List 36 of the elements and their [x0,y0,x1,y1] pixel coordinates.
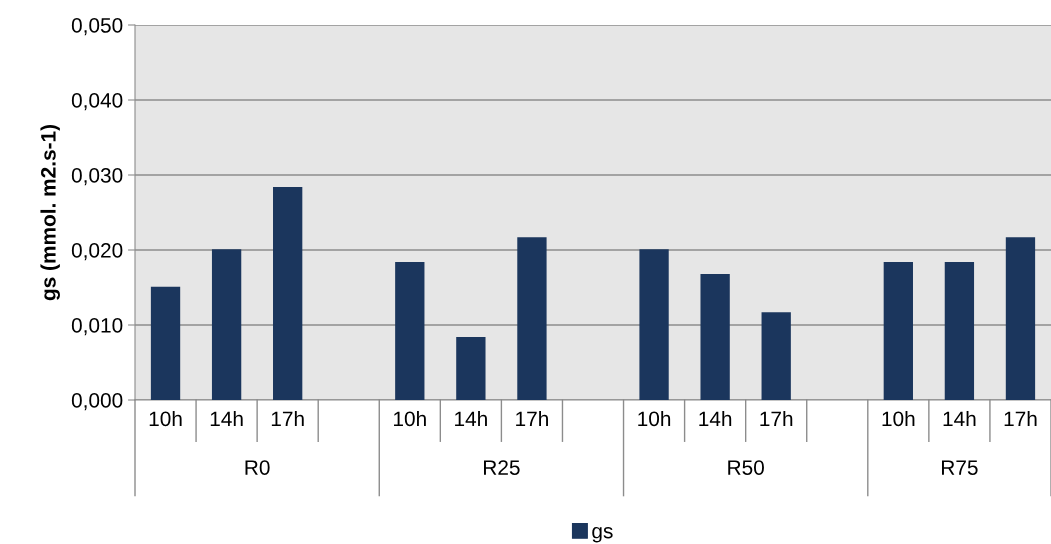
text: R75 [942,460,978,475]
legend-label: gs [592,527,613,543]
bar [639,249,669,400]
bar [1005,237,1036,400]
bar [700,274,730,400]
y-tick-label: 0,000 [71,393,123,411]
y-tick-label: 0,010 [71,318,123,336]
x-tick-label: 14h [943,410,976,427]
x-tick-label: 14h [210,410,243,427]
bar [517,237,547,400]
x-tick-label: 17h [516,410,548,427]
text: R50 [728,460,764,475]
bar [211,249,242,400]
x-tick-label: 17h [760,410,793,427]
x-tick-label: 14h [455,410,487,427]
bar [150,286,181,400]
x-tick-label: 10h [882,410,915,427]
bar [761,312,791,400]
x-tick-label: 10h [149,410,182,427]
y-tick-label: 0,020 [71,243,123,261]
bar [456,337,486,400]
x-tick-label: 17h [271,410,304,427]
x-tick-label: 10h [638,410,671,427]
y-tick-label: 0,030 [71,168,123,186]
x-tick-label: 10h [394,410,426,427]
text: R0 [245,460,270,475]
bar [273,187,303,400]
bar [395,262,425,400]
y-tick-label: 0,040 [71,93,123,111]
bar [944,262,975,400]
text: R25 [484,460,520,475]
x-tick-label: 17h [1004,410,1037,427]
x-tick-label: 14h [699,410,732,427]
y-axis-title: gs (mmol. m2.s-1) [40,124,60,301]
y-tick-label: 0,050 [71,18,123,36]
bar [883,262,913,400]
